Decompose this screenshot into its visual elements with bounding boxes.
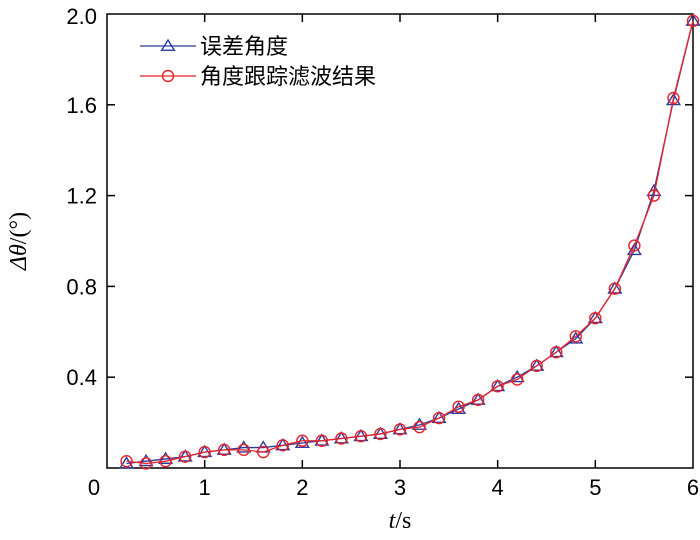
circle-marker: [667, 91, 680, 105]
x-axis-label: t/s: [389, 508, 412, 534]
y-tick-label: 2.0: [66, 4, 97, 29]
triangle-marker: [470, 392, 486, 405]
circle-marker: [608, 282, 622, 295]
plot-axes: [106, 13, 694, 469]
circle-marker: [276, 439, 289, 452]
series-circle: [120, 14, 700, 470]
circle-marker: [354, 430, 368, 443]
x-tick-label: 2: [296, 475, 308, 500]
circle-marker: [178, 450, 192, 463]
triangle-marker: [118, 456, 135, 469]
triangle-marker: [138, 453, 154, 467]
circle-marker: [511, 373, 524, 386]
circle-marker: [550, 346, 563, 359]
y-tick-label: 0.8: [66, 274, 97, 299]
circle-marker: [257, 445, 270, 459]
circle-marker: [217, 443, 231, 457]
triangle-marker: [431, 410, 447, 424]
circle-marker: [589, 311, 602, 325]
circle-marker: [471, 393, 485, 407]
circle-marker: [452, 400, 465, 413]
circle-marker: [393, 423, 407, 436]
x-tick-label: 5: [589, 475, 601, 500]
y-tick-label: 1.6: [66, 93, 97, 118]
circle-marker: [530, 359, 543, 373]
circle-marker: [647, 189, 661, 202]
circle-marker: [335, 432, 348, 445]
circle-marker: [569, 330, 582, 343]
circle-marker: [432, 411, 446, 425]
triangle-marker: [607, 281, 623, 294]
circle-marker: [198, 445, 211, 459]
x-tick-label: 0: [88, 475, 100, 500]
circle-marker: [628, 239, 641, 252]
triangle-marker: [509, 369, 525, 383]
axis-ticks: 0 1 2 3 4 5 6 0.4 0.8 1.2 1.6 2.0: [66, 4, 699, 500]
x-tick-label: 6: [687, 475, 699, 500]
triangle-marker: [236, 440, 252, 453]
series-layer: [118, 13, 700, 470]
triangle-marker: [548, 344, 564, 358]
legend-label: 误差角度: [200, 35, 288, 60]
circle-marker: [686, 14, 700, 28]
circle-marker: [161, 69, 175, 83]
circle-marker: [139, 457, 153, 470]
y-axis-label: Δθ/(°): [6, 212, 32, 271]
triangle-marker: [294, 435, 310, 449]
circle-marker: [120, 454, 133, 468]
x-tick-label: 3: [394, 475, 406, 500]
legend-item: 角度跟踪滤波结果: [140, 65, 376, 90]
triangle-marker: [587, 310, 603, 324]
triangle-marker: [685, 13, 700, 26]
triangle-marker: [568, 331, 584, 344]
circle-marker: [237, 443, 250, 457]
triangle-marker: [665, 92, 682, 106]
triangle-marker: [529, 358, 545, 371]
triangle-marker: [216, 442, 232, 455]
circle-marker: [413, 420, 426, 434]
circle-marker: [374, 427, 387, 441]
legend-label: 角度跟踪滤波结果: [200, 65, 376, 90]
triangle-marker: [160, 38, 176, 52]
y-tick-label: 1.2: [66, 184, 97, 209]
y-tick-label: 0.4: [66, 365, 97, 390]
circle-marker: [491, 380, 504, 393]
circle-marker: [159, 454, 172, 468]
x-tick-label: 4: [492, 475, 504, 500]
legend-item: 误差角度: [140, 35, 288, 60]
triangle-marker: [158, 451, 174, 464]
plot-frame: [106, 13, 694, 469]
circle-marker: [296, 434, 309, 447]
circle-marker: [315, 434, 329, 447]
x-tick-label: 1: [199, 475, 211, 500]
triangle-marker: [411, 417, 428, 430]
